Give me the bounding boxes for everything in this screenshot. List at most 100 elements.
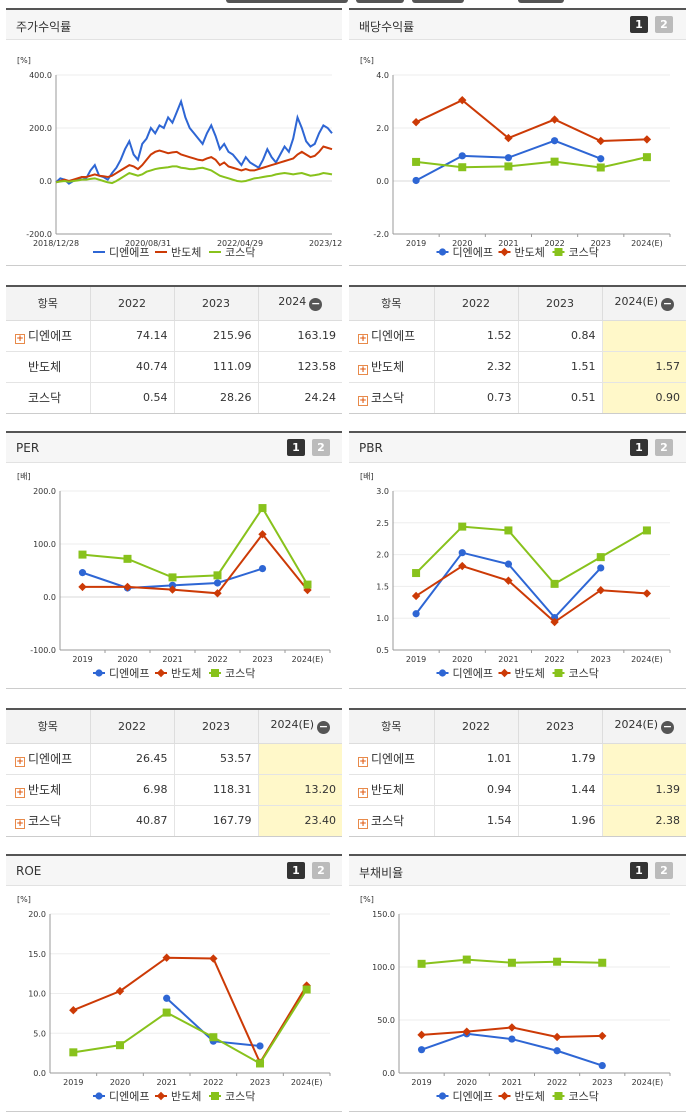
x-tick-label: 2021: [498, 655, 518, 664]
expand-plus-icon[interactable]: +: [15, 819, 25, 830]
x-tick-label: 2018/12/28: [33, 239, 79, 248]
data-point: [642, 135, 652, 144]
panel-header: ROE 1 2: [6, 856, 342, 886]
row-label: + 반도체: [349, 774, 435, 806]
x-tick-label: 2019: [411, 1078, 431, 1087]
col-header-year: 2023: [174, 710, 259, 744]
expand-plus-icon[interactable]: +: [15, 757, 25, 767]
data-point: [598, 1031, 607, 1041]
data-point: [116, 1041, 124, 1050]
y-axis-unit: [%]: [17, 895, 31, 904]
panel-header: PBR 1 2: [349, 433, 686, 463]
data-point: [69, 1048, 78, 1057]
expand-plus-icon[interactable]: +: [15, 788, 25, 798]
legend-label: 코스닥: [225, 1090, 255, 1103]
collapse-minus-icon[interactable]: −: [661, 720, 675, 735]
y-tick-label: 0.0: [382, 1069, 395, 1078]
x-tick-label: 2020: [457, 1078, 477, 1087]
data-point: [78, 550, 87, 559]
y-tick-label: 3.0: [376, 487, 389, 496]
view-2-button[interactable]: 2: [655, 16, 673, 33]
data-point: [123, 554, 132, 563]
y-tick-label: 50.0: [377, 1016, 395, 1025]
data-point: [78, 582, 87, 592]
y-tick-label: 1.0: [376, 614, 389, 623]
cell-value: 40.87: [90, 805, 175, 836]
row-label: + 디엔에프: [6, 320, 91, 352]
data-point: [504, 526, 513, 535]
cell-value-estimate: 1.39: [602, 774, 686, 806]
expand-plus-icon[interactable]: +: [358, 334, 368, 344]
panel-header: PER 1 2: [6, 433, 342, 463]
expand-plus-icon[interactable]: +: [358, 365, 368, 375]
data-point: [211, 669, 219, 677]
expand-plus-icon[interactable]: +: [358, 396, 368, 407]
row-label-text: 디엔에프: [28, 752, 73, 766]
expand-plus-icon[interactable]: +: [358, 757, 368, 767]
view-1-button[interactable]: 1: [287, 862, 305, 879]
y-tick-label: 2.0: [376, 551, 389, 560]
y-tick-label: -200.0: [26, 230, 52, 239]
legend-label: 코스닥: [225, 246, 255, 259]
dividend-yield-panel: 배당수익률 1 2 [%] 4.0 2.0 0.0 -2.0 2019 2020 2021 20…: [349, 8, 686, 266]
data-point: [256, 1059, 264, 1068]
data-point: [256, 1042, 264, 1050]
y-tick-label: 5.0: [33, 1029, 46, 1038]
cell-value: 1.54: [434, 805, 519, 836]
panel-header: 주가수익률: [6, 10, 342, 40]
data-point: [168, 573, 177, 582]
col-header-item: 항목: [349, 287, 435, 321]
cell-value: 1.79: [518, 743, 603, 775]
data-point: [411, 117, 421, 127]
expand-plus-icon[interactable]: +: [15, 334, 25, 344]
cell-value: 53.57: [174, 743, 259, 775]
data-point: [500, 1091, 509, 1101]
per-chart: [배]200.0 100.0 0.0 -100.0 2019 2020 2021 2022 20…: [17, 472, 331, 680]
col-header-year-collapsible: 2024(E) −: [258, 710, 342, 744]
view-1-button[interactable]: 1: [630, 862, 648, 879]
expand-plus-icon[interactable]: +: [358, 819, 368, 830]
data-point: [438, 1092, 447, 1100]
table-row: + 코스닥 1.54 1.96 2.38: [349, 805, 686, 836]
y-tick-label: 2.5: [376, 519, 389, 528]
legend-label: 반도체: [171, 246, 201, 259]
view-1-button[interactable]: 1: [630, 16, 648, 33]
row-label-text: 코스닥: [371, 814, 405, 829]
data-point: [156, 668, 166, 678]
view-2-button[interactable]: 2: [655, 439, 673, 456]
expand-plus-icon[interactable]: +: [358, 788, 368, 798]
panel-header: 부채비율 1 2: [349, 856, 686, 886]
data-point: [412, 569, 421, 578]
view-2-button[interactable]: 2: [312, 439, 330, 456]
col-header-year-collapsible: 2024−: [258, 287, 342, 321]
collapse-minus-icon[interactable]: −: [309, 297, 323, 312]
x-tick-label: 2023: [252, 655, 272, 664]
collapse-minus-icon[interactable]: −: [661, 297, 675, 312]
collapse-minus-icon[interactable]: −: [317, 720, 331, 735]
y-tick-label: 150.0: [372, 910, 395, 919]
stock-return-panel: 주가수익률 [%] 400.0 200.0 0.0 -200.0 2018/12/28 20…: [6, 8, 342, 266]
data-point: [412, 610, 420, 618]
table-row: + 디엔에프 1.01 1.79: [349, 743, 686, 775]
data-point: [554, 248, 563, 256]
view-2-button[interactable]: 2: [312, 862, 330, 879]
view-1-button[interactable]: 1: [287, 439, 305, 456]
view-1-button[interactable]: 1: [630, 439, 648, 456]
x-tick-label: 2024(E): [631, 655, 663, 664]
x-tick-label: 2021: [502, 1078, 522, 1087]
cell-value: 0.54: [90, 382, 175, 413]
data-point: [303, 580, 312, 589]
table-row: + 반도체 0.94 1.44 1.39: [349, 774, 686, 806]
data-point: [554, 1092, 563, 1100]
data-point: [550, 137, 559, 145]
data-point: [458, 522, 467, 531]
view-2-button[interactable]: 2: [655, 862, 673, 879]
data-point: [95, 1092, 103, 1100]
table-row: + 코스닥 40.87 167.79 23.40: [6, 805, 342, 836]
y-tick-label: 4.0: [376, 71, 389, 80]
legend-label: 코스닥: [569, 667, 599, 680]
x-tick-label: 2019: [406, 655, 426, 664]
top-tab-indicator: [412, 0, 464, 3]
col-header-year: 2023: [518, 287, 603, 321]
series-line: [82, 532, 309, 595]
